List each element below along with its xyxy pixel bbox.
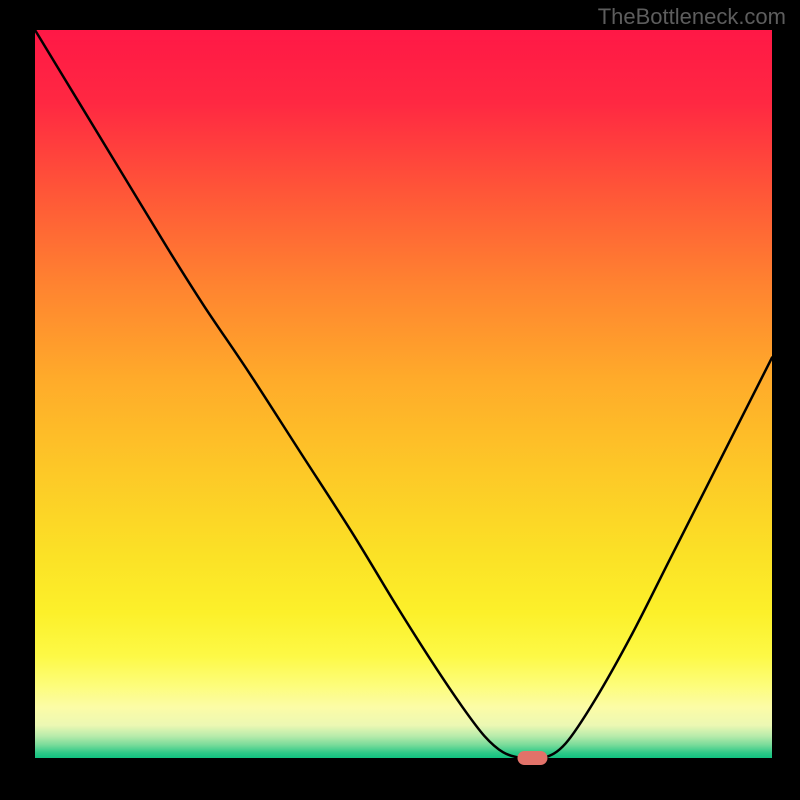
optimal-marker bbox=[517, 751, 547, 765]
bottleneck-chart bbox=[0, 0, 800, 800]
chart-container: TheBottleneck.com bbox=[0, 0, 800, 800]
plot-background bbox=[35, 30, 772, 758]
watermark-text: TheBottleneck.com bbox=[598, 4, 786, 30]
